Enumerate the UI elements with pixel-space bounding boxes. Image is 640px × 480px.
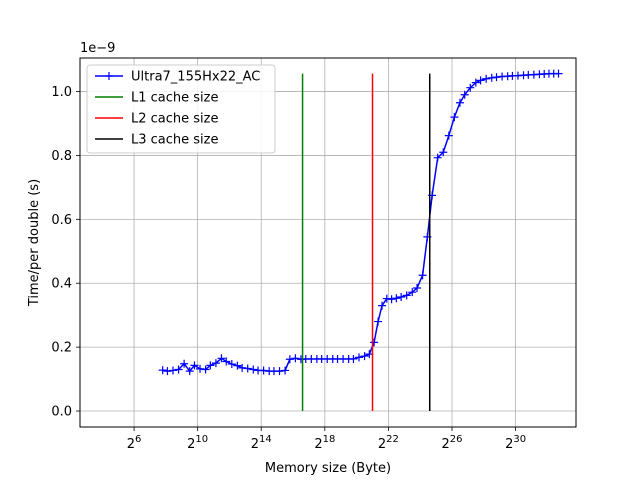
x-tick-label: 26 xyxy=(127,434,142,452)
legend-label: L2 cache size xyxy=(131,112,218,127)
legend-label: Ultra7_155Hx22_AC xyxy=(131,70,260,85)
x-tick-label: 226 xyxy=(441,434,462,452)
data-point-marker xyxy=(392,294,401,303)
data-point-marker xyxy=(291,354,300,363)
data-point-marker xyxy=(418,271,427,280)
data-point-marker xyxy=(466,83,475,92)
x-tick-label: 210 xyxy=(187,434,208,452)
data-point-marker xyxy=(211,359,220,368)
data-point-marker xyxy=(450,113,459,122)
legend-box xyxy=(86,64,276,154)
x-tick-label: 230 xyxy=(505,434,526,452)
data-point-marker xyxy=(455,98,464,107)
data-point-marker xyxy=(402,291,411,300)
y-tick-label: 1.0 xyxy=(51,85,72,100)
x-tick-label: 218 xyxy=(314,434,335,452)
data-point-marker xyxy=(222,357,231,366)
data-point-marker xyxy=(408,288,417,297)
y-tick-label: 0.0 xyxy=(51,405,72,420)
data-point-marker xyxy=(206,361,215,370)
plot-data xyxy=(158,69,563,412)
data-point-marker xyxy=(185,367,194,376)
y-tick-label: 0.8 xyxy=(51,149,72,164)
data-point-marker xyxy=(169,366,177,375)
data-point-marker xyxy=(370,338,379,347)
legend-label: L3 cache size xyxy=(131,133,218,148)
data-point-marker xyxy=(378,301,387,310)
data-point-marker xyxy=(174,365,183,374)
data-point-marker xyxy=(360,352,369,361)
y-offset-text: 1e−9 xyxy=(80,41,115,56)
data-point-marker xyxy=(201,365,210,374)
data-point-marker xyxy=(217,354,226,363)
data-point-marker xyxy=(482,74,491,83)
data-point-marker xyxy=(349,354,358,363)
data-point-marker xyxy=(387,295,396,304)
legend-label: L1 cache size xyxy=(131,91,218,106)
data-point-marker xyxy=(285,355,294,364)
data-point-marker xyxy=(196,364,205,373)
data-point-marker xyxy=(476,76,485,85)
data-point-marker xyxy=(233,361,242,370)
data-point-marker xyxy=(487,73,496,82)
legend-marker xyxy=(105,72,113,80)
data-point-marker xyxy=(382,294,391,303)
data-point-marker xyxy=(259,366,268,375)
data-point-marker xyxy=(227,360,236,369)
data-point-marker xyxy=(439,148,448,157)
data-point-marker xyxy=(492,73,501,82)
data-point-marker xyxy=(460,90,469,99)
x-tick-label: 222 xyxy=(378,434,399,452)
data-point-marker xyxy=(444,131,453,140)
y-tick-label: 0.2 xyxy=(51,341,72,356)
axes-frame xyxy=(79,57,577,428)
data-point-marker xyxy=(249,365,258,374)
y-axis-label: Time/per double (s) xyxy=(27,179,42,307)
data-point-marker xyxy=(355,353,363,362)
data-point-marker xyxy=(243,364,252,373)
y-tick-label: 0.4 xyxy=(51,277,72,292)
data-point-marker xyxy=(275,367,284,376)
data-point-marker xyxy=(190,361,199,370)
legend: Ultra7_155Hx22_AC L1 cache size L2 cache s… xyxy=(86,64,276,154)
data-point-marker xyxy=(554,69,563,78)
axis-ticks: 26 210 214 218 222 226 230 0.0 0.2 0.4 0.6 0.8 1.0 xyxy=(51,85,526,452)
data-point-marker xyxy=(397,292,406,301)
data-point-marker xyxy=(180,359,189,368)
data-point-marker xyxy=(158,366,167,375)
data-point-marker xyxy=(163,367,172,376)
x-tick-label: 214 xyxy=(251,434,272,452)
y-tick-label: 0.6 xyxy=(51,213,72,228)
data-point-marker xyxy=(238,363,247,372)
data-point-marker xyxy=(374,317,383,326)
data-point-marker xyxy=(433,153,442,162)
data-point-marker xyxy=(281,366,290,375)
data-point-marker xyxy=(413,284,422,293)
data-point-marker xyxy=(471,78,480,87)
x-axis-label: Memory size (Byte) xyxy=(265,461,391,476)
